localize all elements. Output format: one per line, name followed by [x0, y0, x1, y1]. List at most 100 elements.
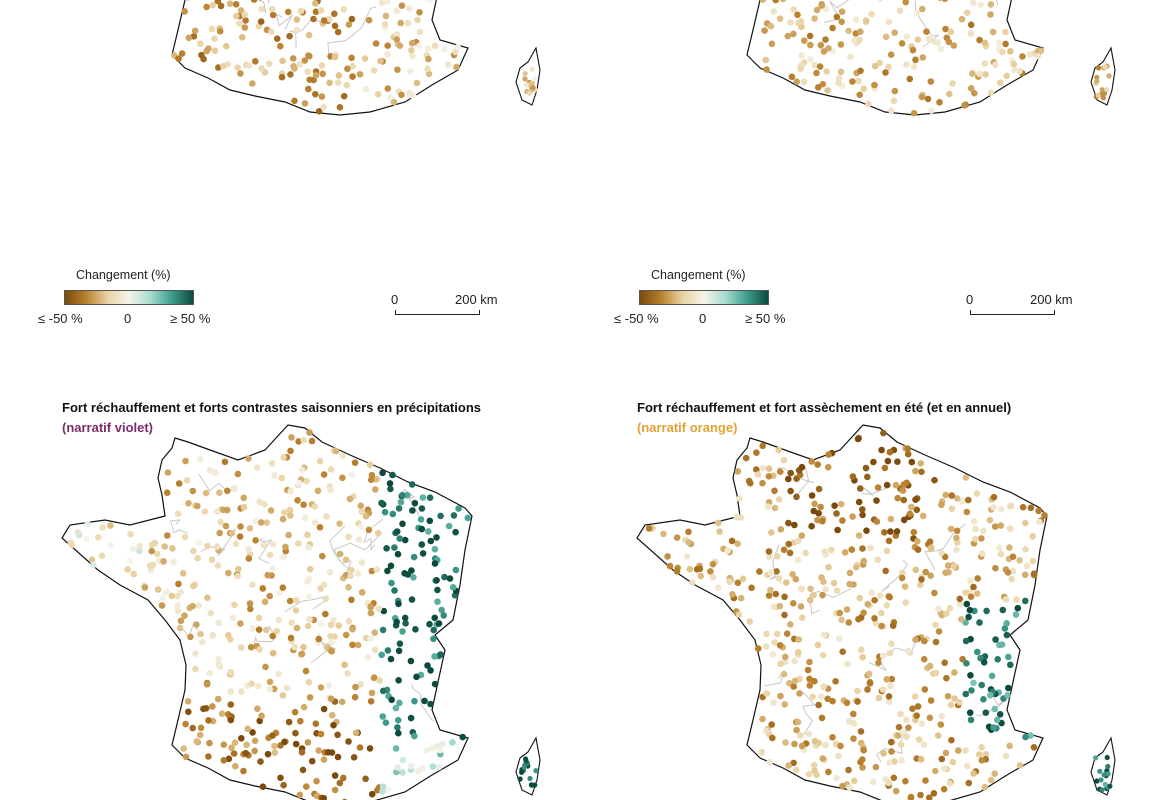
station-dot: [781, 593, 788, 601]
station-dot: [351, 459, 359, 466]
station-dot: [264, 571, 271, 579]
station-dot: [213, 508, 221, 515]
station-dot: [399, 756, 407, 764]
station-dot: [408, 47, 415, 54]
station-dot: [1101, 772, 1107, 778]
station-dot: [201, 508, 209, 515]
station-dot: [967, 21, 975, 29]
station-dot: [988, 672, 996, 680]
station-dot: [951, 669, 958, 676]
station-dot: [254, 682, 262, 690]
station-dot: [427, 0, 434, 4]
station-dot: [298, 749, 306, 756]
station-dot: [334, 28, 342, 36]
station-dot: [527, 775, 533, 782]
station-dot: [937, 0, 943, 1]
station-dot: [898, 757, 905, 764]
station-dot: [332, 447, 340, 455]
station-dot: [977, 1, 985, 9]
river-line: [802, 691, 816, 736]
station-dot: [794, 11, 801, 19]
station-dot: [1096, 65, 1102, 71]
station-dot: [777, 660, 784, 668]
station-dot: [216, 28, 224, 35]
station-dot: [423, 747, 431, 754]
station-dot: [833, 510, 840, 517]
station-dot: [664, 553, 671, 560]
station-dot: [790, 759, 797, 767]
station-dot: [1016, 762, 1024, 769]
station-dot: [1002, 752, 1010, 760]
station-dot: [356, 71, 364, 78]
station-dot: [874, 484, 882, 491]
station-dot: [136, 542, 143, 550]
station-dot: [523, 758, 529, 764]
station-dot: [850, 710, 857, 718]
station-dot: [413, 673, 420, 681]
station-dot: [767, 569, 775, 576]
station-dot: [342, 556, 350, 563]
station-dot: [795, 636, 802, 643]
station-dot: [886, 759, 893, 767]
station-dot: [317, 730, 325, 738]
station-dot: [454, 43, 462, 51]
station-dot: [1094, 78, 1100, 84]
station-dot: [927, 572, 934, 579]
station-dot: [917, 791, 924, 799]
station-dot: [286, 32, 293, 40]
station-dot: [169, 545, 176, 552]
station-dot: [277, 774, 284, 782]
station-dot: [214, 562, 222, 569]
station-dot: [829, 24, 836, 32]
station-dot: [1104, 754, 1110, 761]
station-dot: [807, 56, 814, 63]
station-dot: [322, 610, 329, 618]
station-dot: [431, 42, 439, 50]
station-dot: [90, 561, 97, 569]
station-dot: [912, 496, 919, 503]
station-dot: [181, 8, 188, 15]
river-line: [310, 633, 337, 664]
station-dot: [247, 643, 255, 651]
station-dot: [978, 681, 985, 689]
station-dot: [435, 763, 443, 771]
station-dot: [209, 1, 217, 9]
station-dot: [191, 27, 199, 35]
station-dot: [196, 455, 204, 463]
station-dot: [368, 471, 376, 479]
station-dot: [225, 632, 232, 639]
station-dot: [903, 733, 910, 740]
station-dot: [882, 567, 889, 575]
legend-title: Changement (%): [76, 268, 171, 282]
station-dot: [1034, 53, 1042, 60]
station-dot: [846, 784, 853, 791]
station-dot: [820, 578, 827, 585]
station-dot: [424, 45, 432, 52]
station-dot: [393, 31, 401, 38]
station-dot: [899, 487, 907, 494]
station-dot: [431, 680, 439, 688]
station-dot: [245, 546, 252, 553]
station-dot: [983, 607, 990, 615]
station-dot: [425, 70, 433, 78]
station-dot: [362, 512, 370, 520]
station-dot: [685, 528, 692, 536]
station-dot: [758, 748, 766, 756]
station-dot: [819, 80, 827, 88]
station-dot: [926, 714, 934, 722]
station-dot: [844, 660, 851, 668]
station-dot: [1002, 28, 1009, 36]
station-dot: [203, 47, 210, 55]
station-dot: [970, 679, 977, 687]
legend-max-label: ≥ 50 %: [170, 311, 211, 326]
station-dot: [902, 0, 910, 6]
station-dot: [798, 532, 806, 539]
station-dot: [814, 516, 821, 524]
station-dot: [453, 63, 460, 71]
station-dot: [941, 765, 948, 772]
station-dot: [756, 568, 763, 575]
station-dot: [927, 697, 935, 704]
station-dot: [291, 65, 298, 72]
station-dot: [967, 716, 975, 724]
river-line: [258, 537, 273, 564]
